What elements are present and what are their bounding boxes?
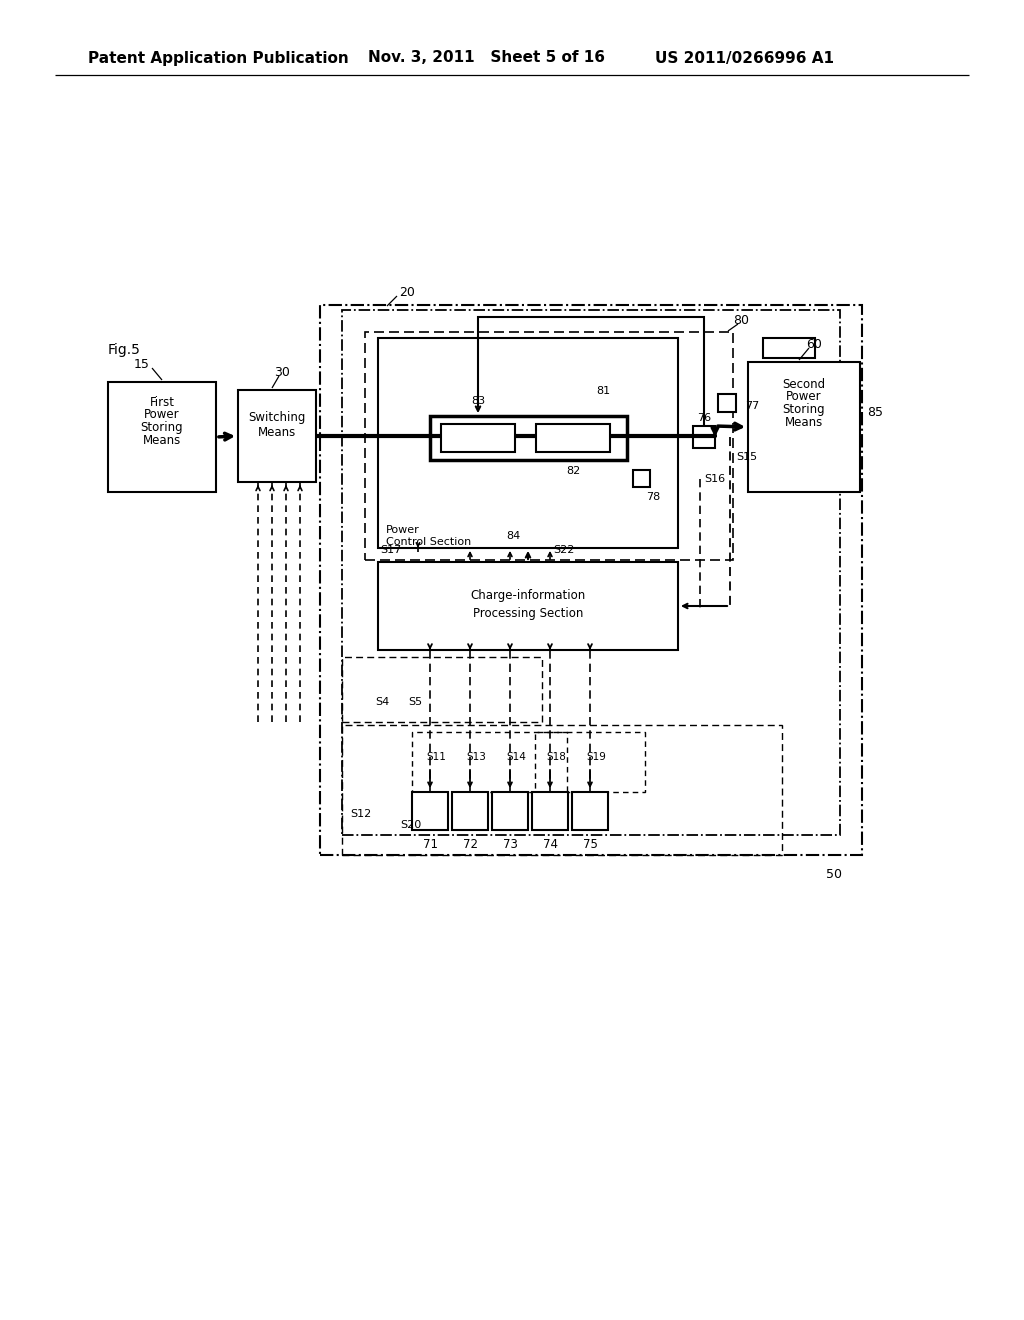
Text: 81: 81 [596, 385, 610, 396]
Bar [319, 305, 862, 855]
Text: 30: 30 [274, 366, 290, 379]
Text: S18: S18 [546, 752, 566, 762]
Bar [342, 725, 782, 855]
Bar [492, 792, 528, 830]
Bar [536, 424, 610, 451]
Text: S12: S12 [350, 809, 372, 818]
Bar [572, 792, 608, 830]
Text: S13: S13 [466, 752, 485, 762]
Bar [365, 333, 733, 560]
Text: Means: Means [143, 434, 181, 447]
Text: 60: 60 [806, 338, 822, 351]
Text: S22: S22 [553, 545, 574, 554]
Text: 77: 77 [744, 401, 759, 411]
Bar [441, 424, 515, 451]
Text: 74: 74 [543, 837, 557, 850]
Text: 71: 71 [423, 837, 437, 850]
Text: S11: S11 [426, 752, 445, 762]
Text: 50: 50 [826, 869, 842, 882]
Text: 80: 80 [733, 314, 749, 326]
Text: Switching: Switching [248, 412, 306, 425]
Text: Means: Means [258, 426, 296, 440]
Text: Processing Section: Processing Section [473, 607, 584, 620]
Text: Second: Second [782, 378, 825, 391]
Text: 85: 85 [867, 405, 883, 418]
Bar [633, 470, 650, 487]
Bar [693, 426, 715, 447]
Text: Storing: Storing [140, 421, 183, 434]
Bar [378, 338, 678, 548]
Bar [412, 792, 449, 830]
Bar [532, 792, 568, 830]
Text: Power: Power [144, 408, 180, 421]
Bar [535, 733, 645, 792]
Text: 78: 78 [646, 492, 660, 502]
Text: S19: S19 [586, 752, 606, 762]
Text: Fig.5: Fig.5 [108, 343, 141, 356]
Bar [430, 416, 627, 459]
Text: Patent Application Publication: Patent Application Publication [88, 50, 349, 66]
Text: Storing: Storing [782, 404, 825, 417]
Text: 84: 84 [506, 531, 520, 541]
Text: 72: 72 [463, 837, 477, 850]
Bar [342, 310, 840, 836]
Bar [378, 562, 678, 649]
Text: 82: 82 [566, 466, 581, 477]
Text: Charge-information: Charge-information [470, 590, 586, 602]
Bar [412, 733, 567, 792]
Bar [238, 389, 316, 482]
Text: Nov. 3, 2011   Sheet 5 of 16: Nov. 3, 2011 Sheet 5 of 16 [368, 50, 605, 66]
Text: S5: S5 [408, 697, 422, 708]
Bar [452, 792, 488, 830]
Text: Means: Means [784, 417, 823, 429]
Text: Control Section: Control Section [386, 537, 471, 546]
Text: 75: 75 [583, 837, 597, 850]
Text: 15: 15 [134, 358, 150, 371]
Text: 73: 73 [503, 837, 517, 850]
Text: S17: S17 [380, 545, 401, 554]
Text: 76: 76 [697, 413, 711, 422]
Text: Power: Power [386, 525, 420, 535]
Text: 20: 20 [399, 285, 415, 298]
Bar [763, 338, 815, 358]
Text: First: First [150, 396, 174, 408]
Text: S4: S4 [375, 697, 389, 708]
Text: S14: S14 [506, 752, 526, 762]
Bar [342, 657, 542, 722]
Text: Power: Power [786, 391, 822, 404]
Text: S16: S16 [705, 474, 725, 484]
Text: 83: 83 [471, 396, 485, 407]
Text: S20: S20 [400, 820, 421, 830]
Text: US 2011/0266996 A1: US 2011/0266996 A1 [655, 50, 834, 66]
Bar [748, 362, 860, 492]
Bar [108, 381, 216, 492]
Text: S15: S15 [736, 451, 757, 462]
Bar [718, 393, 736, 412]
